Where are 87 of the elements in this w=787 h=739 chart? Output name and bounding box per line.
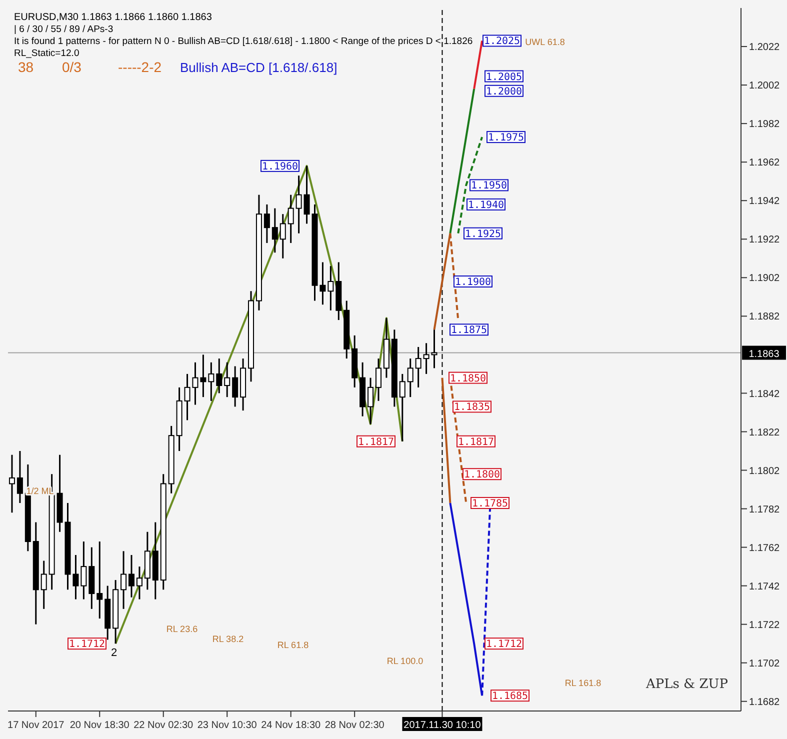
candlestick: [328, 265, 334, 312]
y-tick-label: 1.1762: [749, 542, 780, 554]
y-tick-label: 1.1722: [749, 620, 780, 631]
annotation: 38: [18, 59, 34, 75]
x-tick-label: 24 Nov 18:30: [261, 720, 322, 731]
y-tick-label: 1.2022: [749, 42, 780, 54]
annotation: 1.1685: [492, 691, 528, 702]
candlestick: [296, 174, 302, 234]
y-tick-label: 1.1922: [749, 234, 780, 246]
annotation: RL_Static=12.0: [14, 48, 80, 59]
candlestick: [399, 373, 406, 442]
y-tick-label: 1.1782: [749, 504, 780, 516]
y-tick-label: 1.1822: [749, 427, 780, 438]
candlestick: [431, 328, 438, 369]
annotation: APLs & ZUP: [644, 677, 728, 692]
annotation: 1.2005: [486, 72, 522, 83]
annotation: 1.2025: [484, 36, 520, 48]
annotation: -----2-2: [118, 59, 162, 75]
x-tick-label: 20 Nov 18:30: [70, 720, 130, 731]
candlestick: [288, 194, 294, 244]
annotation: | 6 / 30 / 55 / 89 / APs-3: [14, 24, 114, 35]
y-tick-label: 1.1882: [749, 312, 780, 323]
annotation: 1.1875: [450, 325, 488, 336]
candlestick: [368, 377, 374, 425]
annotation: EURUSD,M30 1.1863 1.1866 1.1860 1.1863: [14, 12, 212, 23]
y-tick-label: 1.1942: [749, 196, 780, 208]
annotation: 0/3: [62, 59, 82, 75]
candlestick: [272, 208, 278, 254]
annotation: 1.1950: [470, 180, 508, 192]
annotation: 1.1900: [454, 276, 492, 288]
annotation: 1.1817: [458, 436, 494, 448]
y-tick-label: 1.1802: [749, 466, 780, 477]
candlestick: [120, 550, 127, 610]
candlestick: [216, 358, 222, 394]
annotation: Bullish AB=CD [1.618/.618]: [180, 60, 338, 75]
y-tick-label: 1.1742: [749, 581, 780, 592]
candlestick: [407, 358, 414, 398]
candlestick: [40, 560, 47, 610]
annotation: 2: [110, 647, 118, 659]
annotation: RL 100.0: [386, 656, 424, 666]
candlestick: [80, 540, 87, 600]
annotation: 1.1712: [68, 639, 106, 650]
candlestick: [16, 450, 23, 504]
x-tick-label: 17 Nov 2017: [8, 720, 65, 731]
y-tick-label: 1.1702: [749, 658, 780, 670]
annotation: RL 61.8: [277, 640, 309, 650]
candlestick: [8, 454, 15, 514]
annotation: 1.2000: [486, 86, 522, 98]
annotation: 1.1835: [454, 402, 490, 414]
candlestick: [96, 540, 103, 620]
annotation: RL 38.2: [212, 634, 244, 644]
y-tick-label: 1.2002: [749, 80, 780, 92]
annotation: 1.1960: [262, 161, 298, 172]
y-tick-label: 1.1962: [749, 158, 780, 169]
candlestick: [423, 342, 430, 375]
x-tick-label: 23 Nov 10:30: [197, 720, 258, 731]
candlestick: [232, 365, 238, 408]
candlestick: [136, 566, 142, 600]
candlestick: [264, 204, 270, 244]
candlestick: [200, 354, 206, 398]
y-tick-label: 1.1902: [749, 273, 780, 284]
ref-line-label: 1.1863: [748, 348, 780, 360]
annotation: 1.1850: [450, 373, 486, 384]
x-tick-label: 22 Nov 02:30: [134, 720, 194, 731]
candlestick: [415, 346, 422, 388]
candlestick: [280, 213, 286, 260]
annotation: 1.1817: [358, 436, 394, 448]
x-tick-label: 28 Nov 02:30: [324, 720, 385, 731]
annotation: 1.1925: [464, 228, 502, 240]
y-tick-label: 1.1982: [749, 119, 780, 130]
annotation: 1.1785: [472, 498, 508, 510]
x-tick-label: 2017.11.30 10:10: [404, 720, 482, 731]
annotation: RL 161.8: [564, 678, 602, 688]
y-tick-label: 1.1682: [749, 696, 780, 708]
candlestick: [224, 362, 230, 398]
candlestick: [320, 261, 326, 306]
candlestick: [128, 554, 134, 598]
annotation: 1.1712: [486, 639, 522, 650]
annotation: 1.1975: [488, 132, 524, 144]
annotation: UWL 61.8: [525, 37, 565, 47]
y-tick-label: 1.1842: [749, 388, 780, 400]
annotation: It is found 1 patterns - for pattern N 0 - Bullish AB=CD [1.618/.618] - 1.1800 < Range of the prices D < 1.1826: [14, 36, 473, 47]
candlestick: [208, 362, 214, 402]
annotation: RL 23.6: [166, 624, 198, 634]
candlestick: [375, 358, 382, 402]
annotation: 1.1800: [464, 470, 500, 481]
annotation: 1.1940: [468, 200, 504, 211]
